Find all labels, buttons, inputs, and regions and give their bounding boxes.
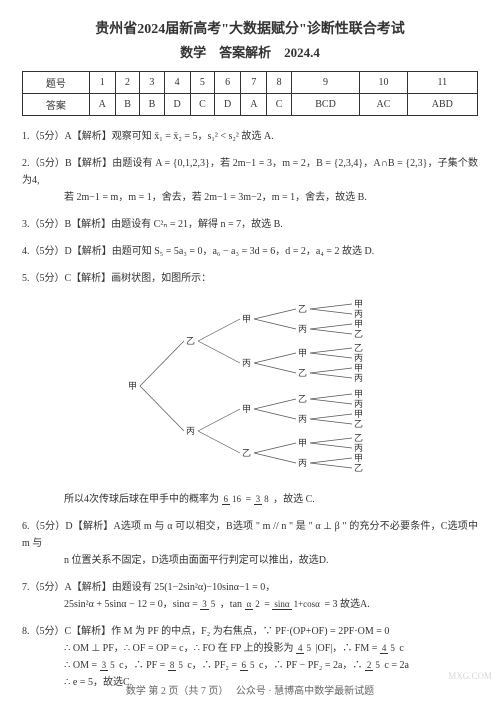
row-label: 答案	[23, 94, 90, 116]
fraction: 35	[200, 600, 217, 609]
svg-text:乙: 乙	[298, 394, 307, 404]
q1-explanation: 1.（5分）A【解析】观察可知 x̄₁ = x̄₂ = 5，s₁² < s₂² …	[22, 128, 478, 145]
q5-head: 5.（5分）C【解析】画树状图，如图所示：	[22, 270, 478, 287]
page-number: 数学 第 2 页（共 7 页）	[126, 686, 224, 697]
q7-line2: 25sin²α + 5sinα − 12 = 0，sinα = 35 ，tan …	[22, 596, 478, 613]
svg-text:甲: 甲	[298, 438, 307, 448]
ans-cell: C	[190, 94, 214, 116]
svg-text:丙: 丙	[186, 426, 195, 436]
fraction: 45	[380, 644, 397, 653]
svg-text:丙: 丙	[298, 414, 307, 424]
svg-text:甲: 甲	[298, 348, 307, 358]
svg-text:丙: 丙	[354, 443, 363, 453]
q8-line3: ∴ OM = 35 c，∴ PF = 85 c，∴ PF₂ = 65 c，∴ P…	[22, 657, 478, 674]
svg-text:乙: 乙	[298, 304, 307, 314]
q8-line2: ∴ OM ⊥ PF，∴ OF = OP = c，∴ FO 在 FP 上的投影为 …	[22, 640, 478, 657]
col-head: 1	[89, 72, 115, 94]
svg-text:丙: 丙	[298, 458, 307, 468]
tree-svg: 甲乙丙甲丙甲乙乙丙甲乙乙丙甲丙甲丙甲乙乙丙甲丙甲丙甲乙乙丙甲乙	[120, 291, 380, 481]
col-head: 11	[407, 72, 477, 94]
doc-title: 贵州省2024届新高考"大数据赋分"诊断性联合考试	[22, 18, 478, 38]
svg-text:甲: 甲	[354, 409, 363, 419]
fraction: 85	[168, 661, 185, 670]
fraction: 25	[365, 661, 382, 670]
ans-cell: D	[164, 94, 190, 116]
svg-text:乙: 乙	[354, 343, 363, 353]
doc-subtitle: 数学 答案解析 2024.4	[22, 42, 478, 61]
watermark: MXG.COM	[448, 671, 492, 681]
answer-table: 题号 1 2 3 4 5 6 7 8 9 10 11 答案 A B B D C …	[22, 71, 478, 116]
col-head: 4	[164, 72, 190, 94]
q8-explanation: 8.（5分）C【解析】作 M 为 PF 的中点，F₂ 为右焦点，∵ PF·(OP…	[22, 623, 478, 691]
svg-text:丙: 丙	[354, 309, 363, 319]
col-head: 9	[291, 72, 360, 94]
svg-text:乙: 乙	[354, 433, 363, 443]
fraction: 35	[100, 661, 117, 670]
svg-text:乙: 乙	[186, 336, 195, 346]
row-label: 题号	[23, 72, 90, 94]
q6-cont: n 位置关系不固定，D选项由面面平行判定可以推出，故选D.	[22, 552, 478, 569]
ans-cell: C	[267, 94, 291, 116]
tree-diagram: 甲乙丙甲丙甲乙乙丙甲乙乙丙甲丙甲丙甲乙乙丙甲丙甲丙甲乙乙丙甲乙	[22, 291, 478, 487]
ans-cell: A	[241, 94, 267, 116]
ans-cell: B	[140, 94, 164, 116]
svg-text:丙: 丙	[354, 353, 363, 363]
q7-head: 7.（5分）A【解析】由题设有 25(1−2sin²α)−10sinα−1 = …	[22, 579, 478, 596]
svg-text:甲: 甲	[354, 453, 363, 463]
svg-text:丙: 丙	[242, 358, 251, 368]
svg-text:乙: 乙	[298, 368, 307, 378]
ans-cell: ABD	[407, 94, 477, 116]
table-row: 答案 A B B D C D A C BCD AC ABD	[23, 94, 478, 116]
fraction: 45	[296, 644, 313, 653]
q2-cont: 若 2m−1 = m，m = 1，舍去，若 2m−1 = 3m−2，m = 1，…	[22, 189, 478, 206]
col-head: 2	[115, 72, 139, 94]
ans-cell: D	[215, 94, 241, 116]
page-footer: 数学 第 2 页（共 7 页） 公众号 · 慧博高中数学最新试题	[0, 682, 500, 697]
fraction: 38	[254, 495, 271, 504]
fraction: 616	[222, 495, 244, 504]
col-head: 8	[267, 72, 291, 94]
fraction: α2	[245, 600, 262, 609]
q5-tail-b: ，故选 C.	[273, 494, 315, 505]
svg-text:丙: 丙	[354, 399, 363, 409]
wechat-credit: 公众号 · 慧博高中数学最新试题	[236, 686, 374, 697]
col-head: 7	[241, 72, 267, 94]
q4-explanation: 4.（5分）D【解析】由题可知 S₅ = 5a₃ = 0，a₆ − a₃ = 3…	[22, 243, 478, 260]
col-head: 6	[215, 72, 241, 94]
svg-text:乙: 乙	[354, 463, 363, 473]
q6-explanation: 6.（5分）D【解析】A选项 m 与 α 可以相交，B选项 " m // n "…	[22, 518, 478, 569]
svg-text:乙: 乙	[354, 419, 363, 429]
svg-text:丙: 丙	[298, 324, 307, 334]
svg-text:甲: 甲	[354, 299, 363, 309]
fraction: 65	[240, 661, 257, 670]
svg-text:甲: 甲	[354, 363, 363, 373]
fraction: sinα1+cosα	[272, 600, 322, 609]
svg-text:甲: 甲	[354, 389, 363, 399]
q5-explanation: 5.（5分）C【解析】画树状图，如图所示： 甲乙丙甲丙甲乙乙丙甲乙乙丙甲丙甲丙甲…	[22, 270, 478, 508]
svg-text:甲: 甲	[354, 319, 363, 329]
q7-explanation: 7.（5分）A【解析】由题设有 25(1−2sin²α)−10sinα−1 = …	[22, 579, 478, 613]
ans-cell: B	[115, 94, 139, 116]
q5-tail: 所以4次传球后球在甲手中的概率为 616 = 38 ，故选 C.	[22, 491, 478, 508]
q8-head: 8.（5分）C【解析】作 M 为 PF 的中点，F₂ 为右焦点，∵ PF·(OP…	[22, 623, 478, 640]
q3-explanation: 3.（5分）B【解析】由题设有 C²ₙ = 21，解得 n = 7，故选 B.	[22, 216, 478, 233]
q2-explanation: 2.（5分）B【解析】由题设有 A = {0,1,2,3}，若 2m−1 = 3…	[22, 155, 478, 206]
svg-text:丙: 丙	[354, 373, 363, 383]
q5-tail-a: 所以4次传球后球在甲手中的概率为	[64, 494, 219, 505]
svg-text:乙: 乙	[242, 448, 251, 458]
ans-cell: BCD	[291, 94, 360, 116]
svg-text:甲: 甲	[242, 404, 251, 414]
col-head: 3	[140, 72, 164, 94]
svg-text:乙: 乙	[354, 329, 363, 339]
table-row: 题号 1 2 3 4 5 6 7 8 9 10 11	[23, 72, 478, 94]
col-head: 5	[190, 72, 214, 94]
svg-text:甲: 甲	[242, 314, 251, 324]
ans-cell: A	[89, 94, 115, 116]
svg-text:甲: 甲	[128, 381, 137, 391]
q2-head: 2.（5分）B【解析】由题设有 A = {0,1,2,3}，若 2m−1 = 3…	[22, 158, 478, 186]
col-head: 10	[360, 72, 407, 94]
q6-head: 6.（5分）D【解析】A选项 m 与 α 可以相交，B选项 " m // n "…	[22, 521, 478, 549]
ans-cell: AC	[360, 94, 407, 116]
